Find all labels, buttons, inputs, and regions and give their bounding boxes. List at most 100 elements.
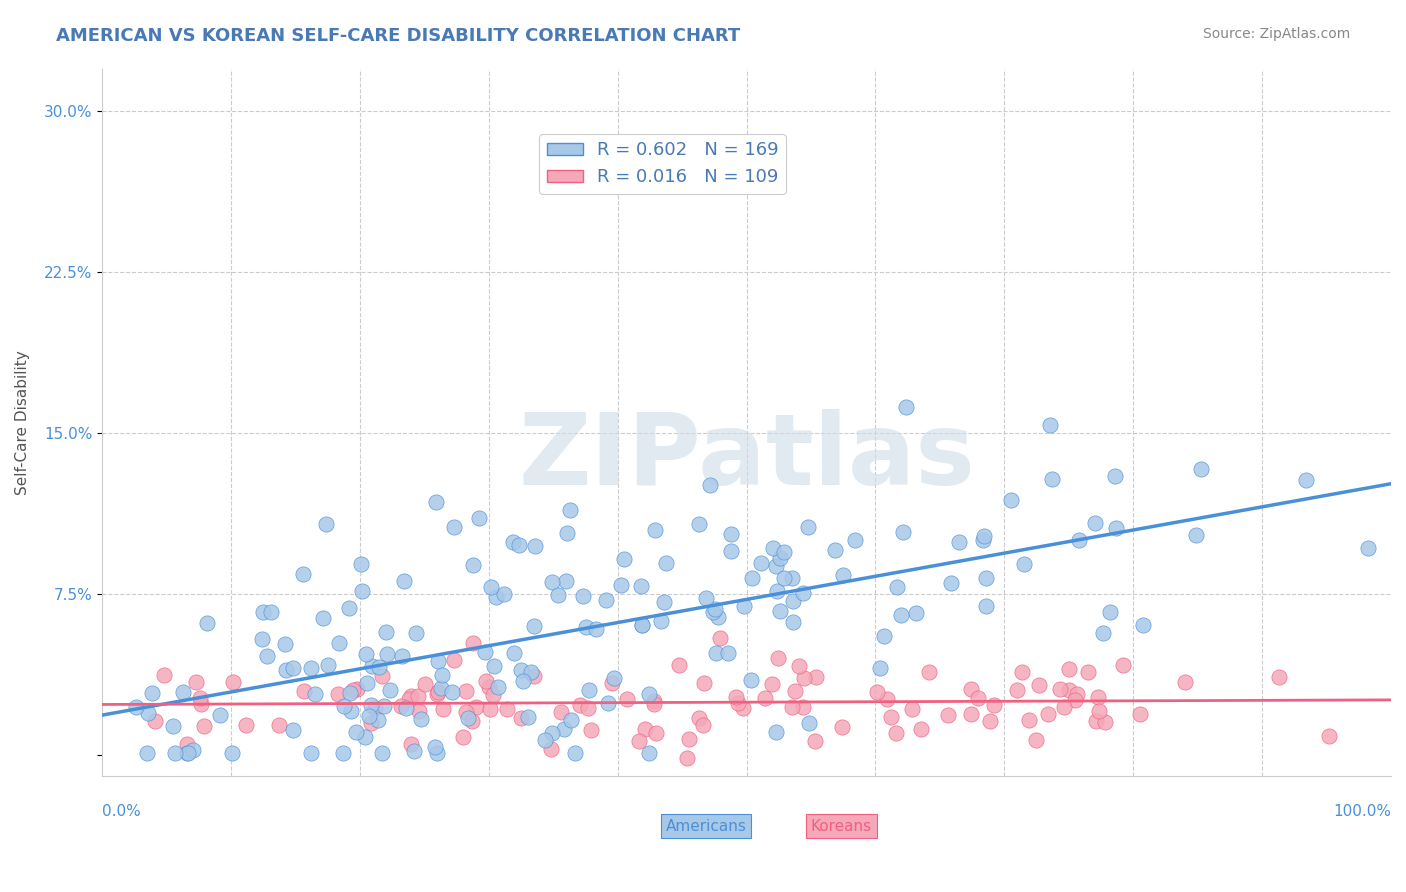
Point — [560, 713, 582, 727]
Point — [391, 649, 413, 664]
Point — [768, 603, 790, 617]
Point — [1057, 682, 1080, 697]
Point — [733, 599, 755, 613]
Point — [631, 618, 654, 632]
Point — [426, 687, 449, 701]
Point — [177, 746, 200, 760]
Text: 100.0%: 100.0% — [1333, 805, 1391, 820]
Point — [894, 400, 917, 414]
Point — [1005, 683, 1028, 698]
Point — [553, 722, 575, 736]
Point — [360, 715, 382, 730]
Point — [374, 625, 396, 640]
Point — [516, 710, 538, 724]
Point — [404, 744, 426, 758]
Point — [312, 611, 335, 625]
Point — [1057, 662, 1080, 676]
Text: 0.0%: 0.0% — [103, 805, 141, 820]
Point — [1185, 528, 1208, 542]
Point — [564, 746, 586, 760]
Point — [479, 580, 502, 594]
Point — [337, 601, 360, 615]
Point — [143, 714, 166, 728]
Point — [250, 632, 273, 646]
Point — [1049, 681, 1071, 696]
Point — [754, 691, 776, 706]
Point — [430, 668, 453, 682]
Point — [699, 477, 721, 491]
Point — [782, 571, 804, 585]
Point — [540, 742, 562, 756]
Point — [141, 686, 163, 700]
Point — [797, 716, 820, 731]
Point — [502, 535, 524, 549]
Point — [1295, 473, 1317, 487]
Point — [796, 519, 818, 533]
Text: AMERICAN VS KOREAN SELF-CARE DISABILITY CORRELATION CHART: AMERICAN VS KOREAN SELF-CARE DISABILITY … — [56, 27, 741, 45]
Point — [478, 680, 501, 694]
Point — [1088, 704, 1111, 718]
Point — [540, 726, 562, 740]
Point — [371, 668, 394, 682]
Point — [568, 698, 591, 713]
Point — [221, 746, 243, 760]
Point — [765, 559, 787, 574]
Point — [578, 682, 600, 697]
Point — [831, 720, 853, 734]
Point — [299, 661, 322, 675]
Point — [1052, 700, 1074, 714]
Point — [792, 700, 814, 714]
Point — [1000, 493, 1022, 508]
Point — [1018, 713, 1040, 727]
Point — [184, 674, 207, 689]
Point — [643, 698, 665, 712]
Point — [315, 517, 337, 532]
Point — [876, 692, 898, 706]
Point — [359, 709, 381, 723]
Point — [465, 699, 488, 714]
Point — [901, 702, 924, 716]
Point — [534, 732, 557, 747]
Point — [773, 545, 796, 559]
Point — [595, 593, 617, 607]
Point — [668, 658, 690, 673]
Point — [550, 706, 572, 720]
Point — [461, 714, 484, 728]
Point — [475, 674, 498, 689]
Text: Americans: Americans — [665, 819, 747, 834]
Point — [468, 511, 491, 525]
Point — [1099, 605, 1122, 619]
Point — [1129, 707, 1152, 722]
Point — [613, 552, 636, 566]
Point — [886, 726, 908, 740]
Point — [688, 517, 710, 532]
Point — [389, 698, 412, 713]
Point — [782, 594, 804, 608]
Point — [974, 599, 997, 614]
Point — [1105, 521, 1128, 535]
Point — [678, 731, 700, 746]
Point — [423, 739, 446, 754]
Point — [443, 520, 465, 534]
Text: Koreans: Koreans — [811, 819, 872, 834]
Point — [560, 502, 582, 516]
Point — [1112, 657, 1135, 672]
Point — [342, 683, 364, 698]
Point — [425, 494, 447, 508]
Point — [644, 524, 666, 538]
Point — [163, 746, 186, 760]
Point — [371, 746, 394, 760]
Point — [585, 622, 607, 636]
Text: ZIPatlas: ZIPatlas — [519, 409, 974, 507]
Point — [485, 591, 508, 605]
Point — [1011, 665, 1033, 679]
Point — [783, 684, 806, 698]
Point — [478, 702, 501, 716]
Point — [806, 670, 828, 684]
Point — [125, 700, 148, 714]
Point — [411, 712, 433, 726]
Point — [740, 673, 762, 687]
Point — [1189, 461, 1212, 475]
Point — [395, 700, 418, 714]
Point — [575, 620, 598, 634]
